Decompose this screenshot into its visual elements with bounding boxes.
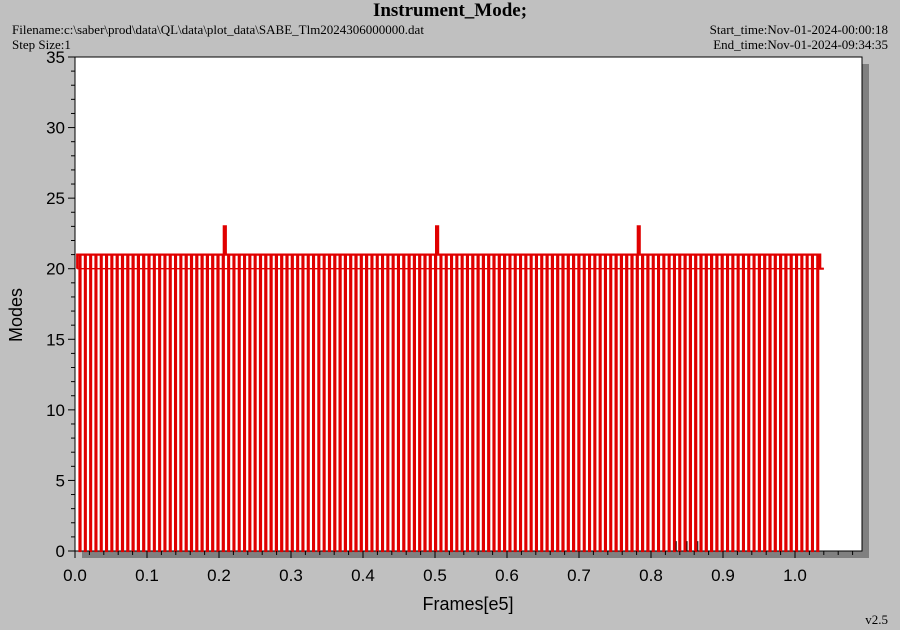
x-tick-label: 0.8 <box>639 566 663 585</box>
y-tick-label: 5 <box>56 471 65 490</box>
y-axis: 0 5 10 15 20 25 30 35 <box>46 48 75 561</box>
x-tick-label: 0.2 <box>207 566 231 585</box>
y-tick-label: 20 <box>46 260 65 279</box>
end-time-label: End_time:Nov-01-2024-09:34:35 <box>713 37 888 52</box>
x-tick-label: 0.7 <box>567 566 591 585</box>
x-tick-label: 1.0 <box>783 566 807 585</box>
x-tick-label: 0.6 <box>495 566 519 585</box>
version-label: v2.5 <box>865 612 888 627</box>
x-tick-label: 0.0 <box>63 566 87 585</box>
y-axis-title: Modes <box>6 288 26 342</box>
y-tick-label: 30 <box>46 119 65 138</box>
x-axis-title: Frames[e5] <box>422 594 513 614</box>
x-tick-label: 0.1 <box>135 566 159 585</box>
plot-marks <box>76 225 824 553</box>
filename-label: Filename:c:\saber\prod\data\QL\data\plot… <box>12 22 424 37</box>
series-line <box>76 225 824 553</box>
y-tick-label: 0 <box>56 542 65 561</box>
y-tick-label: 35 <box>46 48 65 67</box>
x-tick-label: 0.3 <box>279 566 303 585</box>
y-tick-label: 25 <box>46 189 65 208</box>
start-time-label: Start_time:Nov-01-2024-00:00:18 <box>709 22 888 37</box>
step-size-label: Step Size:1 <box>12 37 71 52</box>
x-tick-label: 0.9 <box>711 566 735 585</box>
x-axis: 0.0 0.1 0.2 0.3 0.4 0.5 0.6 0.7 0.8 0.9 1.0 <box>63 551 854 585</box>
x-tick-label: 0.4 <box>351 566 375 585</box>
x-tick-label: 0.5 <box>423 566 447 585</box>
y-tick-label: 15 <box>46 330 65 349</box>
y-tick-label: 10 <box>46 401 65 420</box>
chart-title: Instrument_Mode; <box>372 0 528 21</box>
